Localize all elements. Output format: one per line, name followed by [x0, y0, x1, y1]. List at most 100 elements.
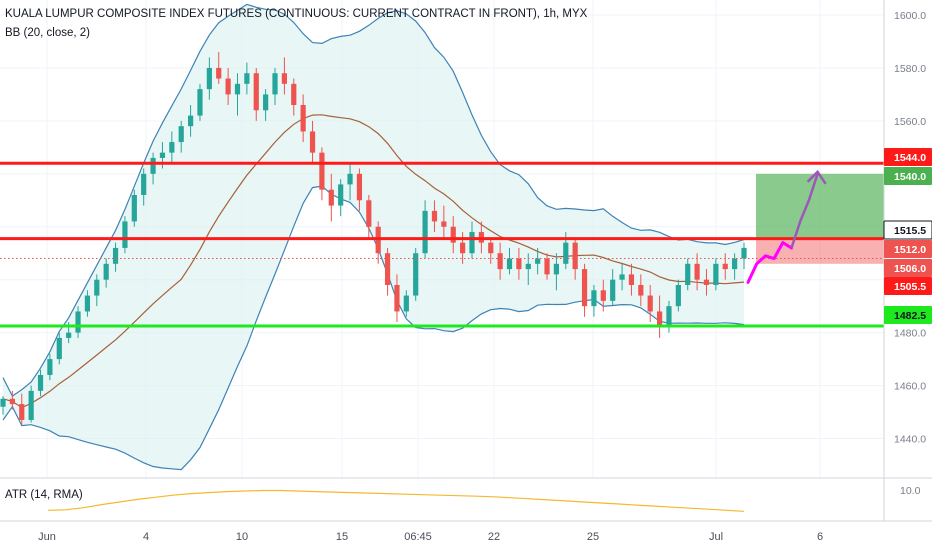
price-label-1544.0 [884, 148, 932, 166]
candle-body [319, 152, 325, 190]
candle-body [497, 253, 503, 270]
candle-body [488, 242, 494, 254]
x-tick-label: 22 [488, 531, 500, 543]
candle-body [469, 232, 475, 254]
projection-purple-path[interactable] [790, 173, 819, 249]
candle-body [94, 279, 100, 296]
candle-body [441, 221, 447, 227]
price-label-1512.0 [884, 240, 932, 258]
candle-body [216, 67, 222, 79]
candle-body [131, 194, 137, 222]
candle-body [506, 258, 513, 270]
candle-body [37, 374, 44, 391]
candle-body [450, 226, 456, 243]
x-tick-label: 15 [336, 531, 348, 543]
price-label-1540.0 [884, 167, 932, 185]
candle-body [638, 284, 644, 296]
candle-body [263, 94, 269, 111]
projection-magenta-path[interactable] [746, 241, 793, 284]
candle-body [66, 332, 72, 338]
candle-body [366, 200, 372, 227]
y-tick-label: 1480.0 [894, 328, 926, 340]
candle-body [516, 258, 522, 270]
price-label-1505.5 [884, 277, 932, 295]
candle-body [460, 242, 466, 254]
x-tick-label: 25 [587, 531, 599, 543]
candle-body [703, 279, 710, 285]
candle-body [553, 263, 560, 275]
candle-body [112, 247, 119, 264]
candle-body [713, 263, 719, 285]
candle-body [422, 210, 428, 254]
price-label-1515.5 [883, 220, 932, 240]
candle-body [272, 73, 278, 95]
x-tick-label: 06:45 [404, 531, 432, 543]
bb-upper-band [2, 3, 745, 397]
bb-indicator-label: BB (20, close, 2) [5, 27, 91, 39]
candle-body [666, 306, 672, 328]
candle-body [19, 404, 25, 420]
candle-body [356, 173, 363, 201]
price-label-text: 1482.5 [894, 310, 926, 322]
atr-line [47, 489, 745, 512]
y-tick-label: 1440.0 [894, 434, 926, 446]
candle-body [600, 290, 606, 301]
candle-body [28, 390, 34, 420]
candle-body [159, 152, 166, 158]
candle-body [338, 184, 344, 206]
candle-body [394, 284, 400, 312]
horizontal-levels[interactable] [0, 161, 884, 328]
candle-body [169, 142, 175, 153]
candle-body [300, 104, 306, 132]
target-zone [756, 173, 884, 239]
y-tick-label: 1580.0 [894, 63, 926, 75]
candle-body [281, 73, 287, 84]
candle-body [225, 78, 231, 95]
candle-body [56, 337, 62, 360]
candle-body [563, 242, 569, 264]
candle-body [84, 295, 91, 312]
candle-body [675, 284, 681, 307]
candle-body [384, 253, 391, 285]
atr-pane: ATR (14, RMA) [0, 477, 932, 522]
candle-body [628, 274, 635, 285]
projection-path[interactable] [746, 169, 827, 284]
candle-body [610, 279, 616, 301]
candle-body [244, 73, 250, 84]
price-label-text: 1512.0 [894, 244, 926, 256]
candle-body [122, 221, 128, 248]
candle-body [619, 274, 625, 280]
price-label-1482.5 [884, 306, 932, 324]
x-tick-label: 10 [236, 531, 248, 543]
candle-body [0, 398, 6, 407]
candle-body [722, 263, 728, 270]
candle-body [9, 398, 15, 405]
bb-basis [2, 114, 745, 409]
price-label-text: 1544.0 [894, 152, 926, 164]
candle-body [47, 359, 53, 375]
candle-body [103, 263, 109, 280]
stop-zone [756, 238, 884, 264]
projection-arrow-head [806, 169, 827, 185]
time-axis[interactable]: Jun 4 10 15 06:45 22 25 Jul 6 [38, 531, 823, 543]
chart-title: KUALA LUMPUR COMPOSITE INDEX FUTURES (CO… [5, 8, 588, 20]
x-tick-label: 6 [817, 531, 823, 543]
candle-body [234, 83, 241, 95]
candlestick-series [0, 52, 747, 426]
candle-body [535, 258, 541, 264]
price-labels: 1544.0 1540.0 1515.5 1512.0 1506.0 1505.5 1482… [883, 148, 932, 324]
x-tick-label: 4 [143, 531, 149, 543]
x-tick-label: Jul [709, 531, 723, 543]
price-label-text: 1515.5 [894, 225, 926, 237]
y-tick-label: 1600.0 [894, 10, 926, 22]
candle-body [206, 67, 212, 90]
candle-body [581, 269, 588, 307]
candle-body [309, 131, 316, 153]
y-tick-label: 1560.0 [894, 116, 926, 128]
candle-body [347, 173, 353, 185]
candle-body [403, 295, 409, 312]
atr-y-tick-label: 10.0 [900, 485, 921, 497]
candle-body [431, 210, 438, 222]
